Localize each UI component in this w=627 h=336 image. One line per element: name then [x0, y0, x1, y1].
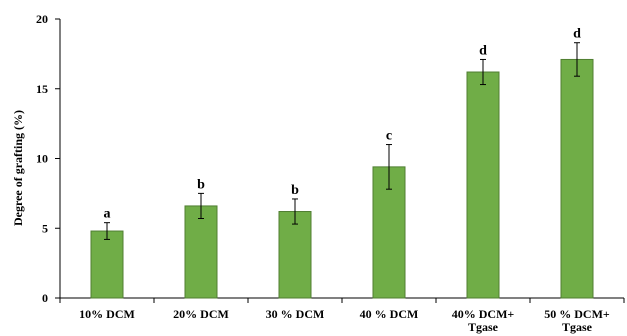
- x-tick-label: 10% DCM: [79, 307, 135, 321]
- y-tick-label: 20: [36, 12, 48, 26]
- bar: [278, 211, 312, 299]
- x-tick-label-line: 10% DCM: [79, 307, 135, 321]
- significance-label: d: [479, 43, 487, 58]
- bar: [466, 71, 500, 299]
- x-tick-label: 30 % DCM: [266, 307, 325, 321]
- labels: a 10% DCM b 20% DCM b 30 % DCM c 40 % DCM d 40% D…: [79, 27, 610, 334]
- x-tick-label: 40 % DCM: [360, 307, 419, 321]
- significance-label: b: [197, 177, 205, 192]
- y-tick-label: 0: [42, 291, 48, 305]
- significance-label: c: [386, 129, 392, 144]
- significance-label: d: [573, 27, 581, 42]
- bars: [90, 42, 594, 299]
- y-tick-label: 5: [42, 221, 48, 235]
- x-tick-label: 20% DCM: [173, 307, 229, 321]
- y-tick-label: 10: [36, 152, 48, 166]
- x-tick-label-line: 30 % DCM: [266, 307, 325, 321]
- significance-label: a: [104, 207, 111, 222]
- y-tick-label: 15: [36, 82, 48, 96]
- x-tick-label: 50 % DCM+ Tgase: [544, 307, 610, 334]
- x-tick-label-line: 40% DCM+: [452, 307, 515, 321]
- x-tick-label-line: 40 % DCM: [360, 307, 419, 321]
- x-tick-label-line: Tgase: [562, 320, 593, 334]
- x-tick-label-line: 50 % DCM+: [544, 307, 610, 321]
- significance-label: b: [291, 183, 299, 198]
- x-tick-label-line: 20% DCM: [173, 307, 229, 321]
- x-tick-label-line: Tgase: [468, 320, 499, 334]
- bar: [184, 205, 218, 299]
- bar: [560, 58, 594, 299]
- x-tick-label: 40% DCM+ Tgase: [452, 307, 515, 334]
- y-axis-label: Degree of grafting (%): [11, 110, 25, 226]
- bar: [90, 230, 124, 299]
- axes: 0 5 10 15 20: [36, 12, 625, 305]
